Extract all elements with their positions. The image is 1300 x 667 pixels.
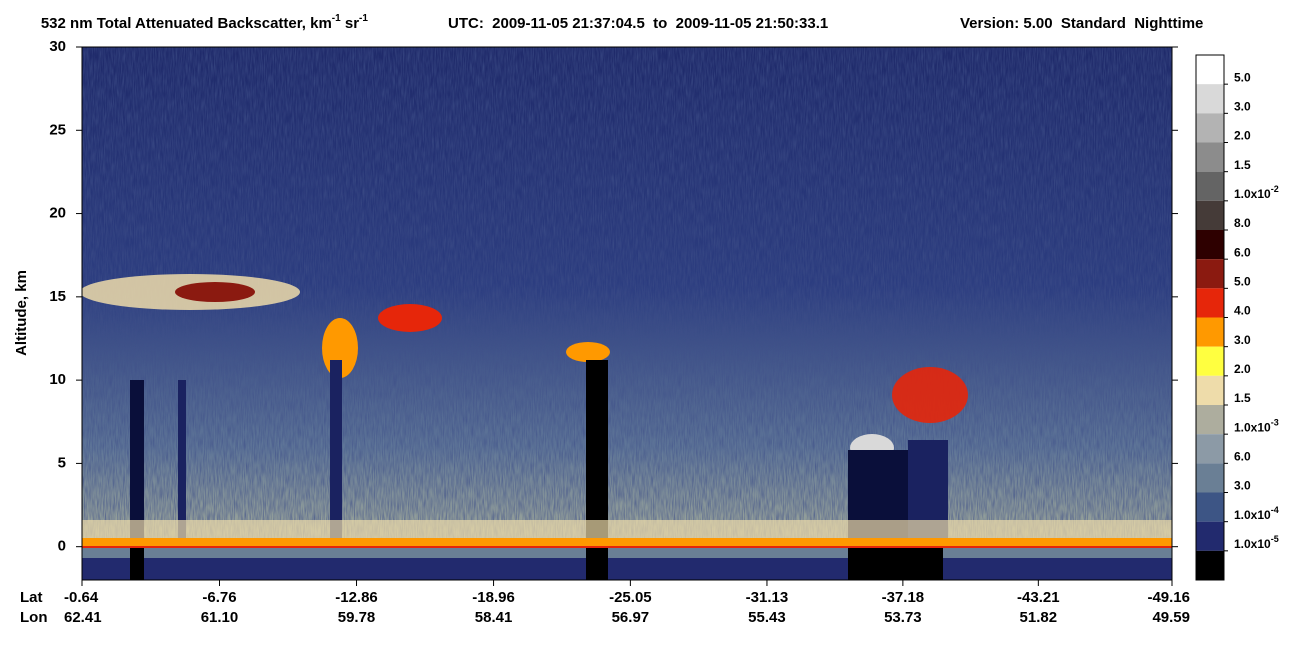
colorbar-label: 6.0 [1234,450,1251,464]
colorbar-label: 1.0x10-3 [1234,418,1279,435]
colorbar-label-text: 3.0 [1234,333,1251,347]
colorbar-band [1196,113,1224,143]
colorbar: 5.03.02.01.51.0x10-28.06.05.04.03.02.01.… [1195,54,1279,581]
lat-tick-label: -0.64 [64,589,99,606]
colorbar-band [1196,346,1224,376]
lon-tick-label: 55.43 [748,609,786,626]
utc-range: UTC: 2009-11-05 21:37:04.5 to 2009-11-05… [448,15,828,32]
colorbar-label-text: 1.0x10 [1234,421,1271,435]
lon-tick-label: 58.41 [475,609,513,626]
colorbar-label-text: 1.5 [1234,158,1251,172]
lon-tick-label: 51.82 [1020,609,1058,626]
y-tick-label: 30 [49,38,66,55]
colorbar-label-exponent: -4 [1271,505,1279,515]
colorbar-band [1196,375,1224,405]
lat-tick-label: -31.13 [746,589,789,606]
colorbar-label: 1.0x10-5 [1234,534,1279,551]
y-tick-label: 10 [49,371,66,388]
colorbar-label: 2.0 [1234,362,1251,376]
colorbar-band [1196,55,1224,85]
colorbar-band [1196,405,1224,435]
colorbar-label: 1.5 [1234,158,1251,172]
colorbar-label-text: 1.0x10 [1234,537,1271,551]
plot-frame [81,46,1173,581]
colorbar-label-text: 3.0 [1234,100,1251,114]
chart-title: 532 nm Total Attenuated Backscatter, km-… [20,9,380,32]
colorbar-band [1196,259,1224,289]
colorbar-label: 3.0 [1234,333,1251,347]
colorbar-band [1196,288,1224,318]
colorbar-label-text: 1.0x10 [1234,508,1271,522]
lat-tick-label: -25.05 [609,589,652,606]
colorbar-label: 1.0x10-4 [1234,505,1279,522]
lon-tick-label: 56.97 [612,609,650,626]
colorbar-label-text: 6.0 [1234,246,1251,260]
lat-tick-label: -43.21 [1017,589,1060,606]
colorbar-label-text: 5.0 [1234,275,1251,289]
backscatter-image [82,47,1172,580]
colorbar-band [1196,434,1224,464]
colorbar-label-text: 1.0x10 [1234,187,1271,201]
colorbar-band [1196,84,1224,114]
colorbar-label-text: 1.5 [1234,391,1251,405]
lat-tick-label: -12.86 [335,589,378,606]
colorbar-label: 4.0 [1234,304,1251,318]
lon-row-label: Lon [20,609,48,626]
colorbar-label: 6.0 [1234,246,1251,260]
lat-tick-label: -6.76 [202,589,236,606]
colorbar-band [1196,463,1224,493]
lat-tick-label: -49.16 [1147,589,1190,606]
colorbar-band [1196,230,1224,260]
colorbar-label-text: 2.0 [1234,129,1251,143]
y-tick-label: 25 [49,121,66,138]
colorbar-label: 1.0x10-2 [1234,184,1279,201]
y-tick-label: 15 [49,288,66,305]
colorbar-label-text: 5.0 [1234,71,1251,85]
colorbar-band [1196,171,1224,201]
lon-tick-label: 62.41 [64,609,102,626]
colorbar-band [1196,200,1224,230]
colorbar-label: 3.0 [1234,479,1251,493]
colorbar-band [1196,142,1224,172]
colorbar-label: 5.0 [1234,71,1251,85]
colorbar-label-text: 3.0 [1234,479,1251,493]
lon-tick-label: 59.78 [338,609,376,626]
y-tick-label: 5 [58,454,66,471]
version: Version: 5.00 Standard Nighttime [960,15,1203,32]
colorbar-band [1196,317,1224,347]
lat-row-label: Lat [20,589,43,606]
colorbar-label-text: 8.0 [1234,216,1251,230]
colorbar-band [1196,492,1224,522]
colorbar-band [1196,521,1224,551]
colorbar-label: 2.0 [1234,129,1251,143]
lat-tick-label: -18.96 [472,589,515,606]
colorbar-label-text: 4.0 [1234,304,1251,318]
colorbar-band [1196,550,1224,580]
colorbar-label-exponent: -3 [1271,418,1279,428]
colorbar-label: 8.0 [1234,216,1251,230]
y-tick-label: 20 [49,205,66,222]
lon-tick-label: 53.73 [884,609,922,626]
colorbar-label-text: 2.0 [1234,362,1251,376]
y-tick-label: 0 [58,538,66,555]
y-axis-label: Altitude, km [13,270,30,356]
colorbar-label: 5.0 [1234,275,1251,289]
colorbar-label-exponent: -2 [1271,184,1279,194]
lat-tick-label: -37.18 [882,589,925,606]
colorbar-label-text: 6.0 [1234,450,1251,464]
colorbar-label-exponent: -5 [1271,534,1279,544]
lon-tick-label: 61.10 [201,609,239,626]
lon-tick-label: 49.59 [1152,609,1190,626]
colorbar-label: 3.0 [1234,100,1251,114]
colorbar-label: 1.5 [1234,391,1251,405]
